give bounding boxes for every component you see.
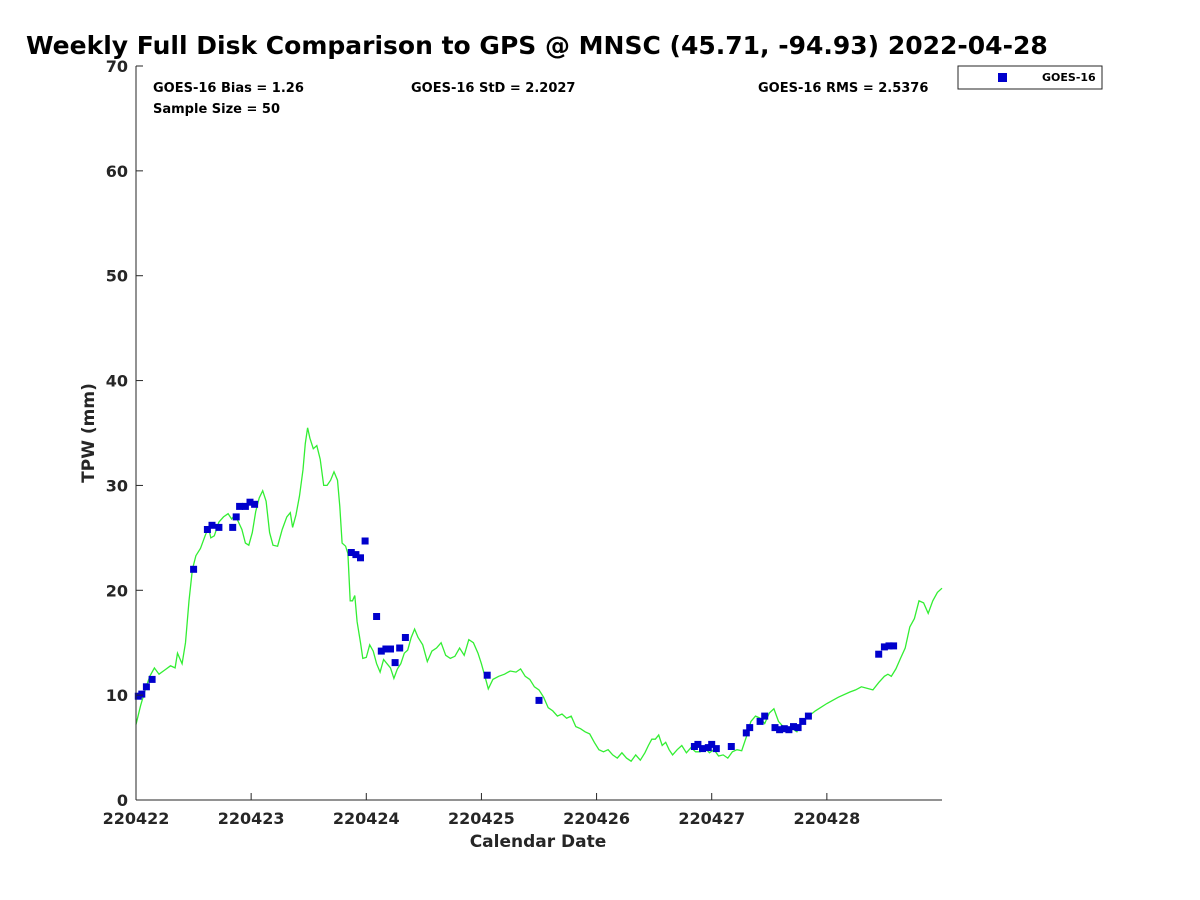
goes-point bbox=[780, 725, 788, 733]
goes-point bbox=[746, 724, 754, 732]
legend-goes-marker bbox=[998, 73, 1007, 82]
y-tick-label: 40 bbox=[106, 372, 128, 391]
goes-point bbox=[352, 551, 360, 559]
goes-point bbox=[382, 645, 390, 653]
goes-point bbox=[236, 502, 244, 510]
goes-point bbox=[535, 696, 543, 704]
goes-point bbox=[727, 743, 735, 750]
goes-point bbox=[694, 740, 702, 748]
goes-point bbox=[361, 537, 369, 545]
goes-point bbox=[232, 513, 240, 521]
rms-stat: GOES-16 RMS = 2.5376 bbox=[758, 81, 928, 96]
goes-point bbox=[401, 634, 409, 641]
goes-point bbox=[771, 724, 779, 732]
goes-point bbox=[241, 502, 249, 510]
legend-goes-label: GOES-16 bbox=[1042, 71, 1096, 84]
y-tick-label: 30 bbox=[106, 476, 128, 495]
legend-box bbox=[957, 65, 1103, 90]
x-tick-label: 220428 bbox=[793, 809, 860, 828]
x-axis-ticks: 220422 220423 220424 220425 220426 220427 2204… bbox=[103, 793, 860, 828]
x-tick-label: 220427 bbox=[678, 809, 745, 828]
goes-point bbox=[138, 690, 146, 698]
goes-point bbox=[790, 723, 797, 731]
goes-point bbox=[785, 726, 793, 734]
goes-point bbox=[391, 659, 399, 667]
goes-point bbox=[190, 565, 198, 573]
goes-point bbox=[229, 523, 237, 531]
y-tick-label: 10 bbox=[106, 686, 128, 705]
y-axis-label: TPW (mm) bbox=[79, 383, 99, 483]
std-stat: GOES-16 StD = 2.2027 bbox=[411, 81, 575, 96]
goes-point bbox=[246, 498, 254, 506]
x-tick-label: 220426 bbox=[563, 809, 630, 828]
goes-series bbox=[134, 498, 898, 753]
x-tick-label: 220423 bbox=[218, 809, 285, 828]
sample-size-stat: Sample Size = 50 bbox=[153, 102, 280, 117]
goes-point bbox=[712, 745, 720, 753]
x-axis-label: Calendar Date bbox=[470, 832, 607, 852]
y-tick-label: 0 bbox=[117, 791, 128, 810]
goes-point bbox=[880, 643, 888, 651]
goes-point bbox=[387, 645, 394, 653]
goes-point bbox=[396, 644, 404, 652]
goes-point bbox=[203, 526, 211, 533]
goes-point bbox=[215, 523, 223, 531]
x-tick-label: 220425 bbox=[448, 809, 515, 828]
goes-point bbox=[799, 717, 807, 725]
goes-point bbox=[875, 650, 883, 658]
goes-point bbox=[742, 729, 750, 737]
goes-point bbox=[761, 712, 769, 720]
goes-point bbox=[804, 712, 812, 720]
y-axis-ticks: 0 10 20 30 40 50 60 70 bbox=[106, 57, 143, 810]
plot-area bbox=[136, 66, 942, 800]
goes-point bbox=[142, 683, 150, 691]
goes-point bbox=[756, 717, 764, 725]
goes-point bbox=[251, 500, 259, 508]
goes-point bbox=[347, 549, 355, 556]
y-tick-label: 60 bbox=[106, 162, 128, 181]
x-tick-label: 220424 bbox=[333, 809, 400, 828]
goes-point bbox=[794, 724, 802, 732]
goes-point bbox=[357, 554, 364, 562]
goes-point bbox=[483, 671, 491, 679]
goes-point bbox=[708, 740, 716, 748]
goes-point bbox=[890, 642, 898, 650]
goes-point bbox=[208, 521, 216, 529]
y-tick-label: 50 bbox=[106, 267, 128, 286]
y-tick-label: 70 bbox=[106, 57, 128, 76]
goes-point bbox=[885, 642, 893, 650]
goes-point bbox=[373, 613, 381, 620]
goes-point bbox=[699, 745, 706, 753]
y-tick-label: 20 bbox=[106, 581, 128, 600]
x-tick-label: 220422 bbox=[103, 809, 170, 828]
bias-stat: GOES-16 Bias = 1.26 bbox=[153, 81, 304, 96]
goes-point bbox=[148, 675, 156, 683]
goes-point bbox=[776, 726, 784, 734]
legend: GOES-16 bbox=[957, 65, 1103, 90]
goes-point bbox=[377, 647, 385, 655]
chart-title: Weekly Full Disk Comparison to GPS @ MNS… bbox=[26, 31, 1048, 60]
